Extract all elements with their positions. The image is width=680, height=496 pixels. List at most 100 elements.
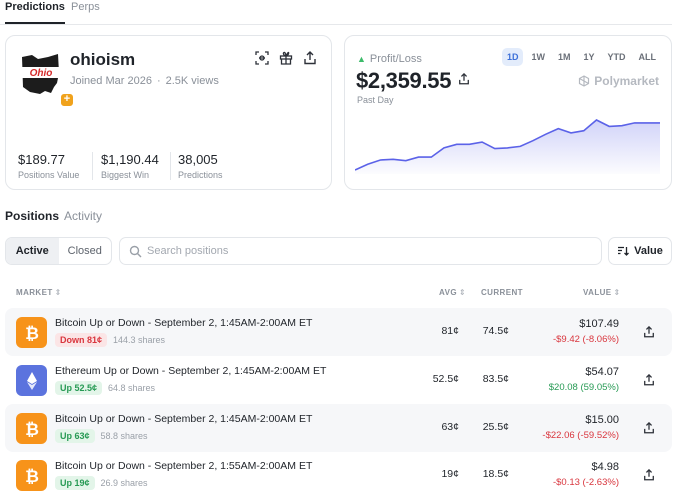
range-selector: 1D 1W 1M 1Y YTD ALL [501,48,661,66]
share-icon[interactable] [458,73,470,85]
value-change: -$22.06 (-59.52%) [542,430,619,441]
stat-label: Biggest Win [101,170,150,180]
search-icon [129,245,142,258]
current-price: 74.5¢ [482,325,509,337]
value-change: -$0.13 (-2.63%) [552,477,619,488]
sort-toggle-icon: ⇕ [613,288,621,297]
value-change: -$9.42 (-8.06%) [552,334,619,345]
gift-icon[interactable] [279,51,293,65]
table-row[interactable]: ₿ Bitcoin Up or Down - September 2, 1:55… [5,451,672,496]
avatar-text: Ohio [30,68,53,79]
outcome-badge: Down 81¢ [55,333,108,347]
stat-biggest-win: $1,190.44 Biggest Win [101,152,159,180]
header-label: MARKET [16,288,53,297]
search-input[interactable] [147,238,587,264]
sort-label: Value [634,245,663,257]
column-header-current[interactable]: CURRENT [481,288,523,297]
bitcoin-icon: ₿ [16,413,47,444]
table-row[interactable]: ₿ Bitcoin Up or Down - September 2, 1:45… [5,308,672,356]
stat-divider [170,152,171,180]
current-price: 18.5¢ [482,468,509,480]
table-row[interactable]: Ethereum Up or Down - September 2, 1:45A… [5,356,672,404]
position-value: $15.00 [585,414,619,426]
market-title[interactable]: Ethereum Up or Down - September 2, 1:45A… [55,365,327,377]
shares-count: 58.8 shares [100,431,148,441]
column-header-avg[interactable]: AVG ⇕ [439,288,466,297]
sort-value-button[interactable]: Value [608,237,672,265]
tab-activity[interactable]: Activity [64,209,103,223]
ohio-logo-icon: Ohio [21,54,61,94]
bitcoin-icon: ₿ [16,317,47,348]
avg-price: 52.5¢ [432,373,459,385]
profit-loss-label: ▲ Profit/Loss [357,53,422,65]
view-count: 2.5K views [165,75,219,87]
range-1m[interactable]: 1M [557,52,571,62]
bitcoin-icon: ₿ [16,460,47,491]
profile-meta: Joined Mar 2026 · 2.5K views [70,75,219,87]
position-value: $54.07 [585,366,619,378]
current-price: 25.5¢ [482,421,509,433]
polymarket-label: Polymarket [594,74,659,88]
scan-icon[interactable] [255,51,269,65]
column-header-value[interactable]: VALUE ⇕ [583,288,621,297]
chart-line [355,119,660,171]
joined-date: Joined Mar 2026 [70,75,152,87]
separator-dot: · [156,75,161,87]
profit-loss-period: Past Day [357,95,394,105]
share-icon[interactable] [303,51,317,65]
profit-loss-card: ▲ Profit/Loss $2,359.55 Past Day 1D 1W 1M… [344,35,672,190]
tab-positions[interactable]: Positions [5,209,60,223]
polymarket-brand: Polymarket [578,74,659,88]
sort-toggle-icon: ⇕ [54,288,62,297]
stat-label: Predictions [178,170,223,180]
position-meta: Up 63¢ 58.8 shares [55,429,148,443]
position-meta: Up 52.5¢ 64.8 shares [55,381,155,395]
stat-divider [92,152,93,180]
market-title[interactable]: Bitcoin Up or Down - September 2, 1:55AM… [55,460,313,472]
range-1d[interactable]: 1D [501,48,524,66]
stat-label: Positions Value [18,170,80,180]
stat-value: $189.77 [18,152,65,167]
share-icon[interactable] [643,469,655,481]
username: ohioism [70,50,136,69]
status-filter: Active Closed [5,237,112,265]
range-1y[interactable]: 1Y [583,52,595,62]
profit-loss-chart [355,119,660,174]
range-ytd[interactable]: YTD [607,52,626,62]
share-icon[interactable] [643,374,655,386]
table-row[interactable]: ₿ Bitcoin Up or Down - September 2, 1:45… [5,404,672,452]
header-label: CURRENT [481,288,523,297]
svg-text:₿: ₿ [25,324,39,343]
sort-toggle-icon: ⇕ [458,288,467,297]
search-box [119,237,602,265]
header-label: VALUE [583,288,612,297]
column-header-market[interactable]: MARKET ⇕ [16,288,62,297]
outcome-badge: Up 63¢ [55,429,95,443]
avg-price: 81¢ [441,325,459,337]
avg-price: 63¢ [441,421,459,433]
avatar: Ohio + [18,51,74,107]
market-title[interactable]: Bitcoin Up or Down - September 2, 1:45AM… [55,413,313,425]
position-meta: Up 19¢ 26.9 shares [55,476,148,490]
tab-predictions[interactable]: Predictions [5,1,65,24]
range-1w[interactable]: 1W [531,52,545,62]
market-title[interactable]: Bitcoin Up or Down - September 2, 1:45AM… [55,317,313,329]
value-change: $20.08 (59.05%) [548,382,619,393]
share-icon[interactable] [643,422,655,434]
profile-card: Ohio + ohioism Joined Mar 2026 · 2.5K view… [5,35,332,190]
ethereum-icon [16,365,47,396]
filter-active-button[interactable]: Active [6,238,59,264]
filter-closed-button[interactable]: Closed [67,245,102,257]
range-all[interactable]: ALL [638,52,657,62]
tab-perps[interactable]: Perps [71,1,100,13]
shares-count: 26.9 shares [100,478,148,488]
polymarket-logo-icon [579,75,590,87]
shares-count: 144.3 shares [113,335,166,345]
sort-icon [618,246,630,256]
stat-predictions: 38,005 Predictions [178,152,223,180]
top-tabs: Predictions Perps [0,0,672,25]
share-icon[interactable] [643,326,655,338]
profit-loss-amount: $2,359.55 [356,68,452,93]
avg-price: 19¢ [441,468,459,480]
current-price: 83.5¢ [482,373,509,385]
